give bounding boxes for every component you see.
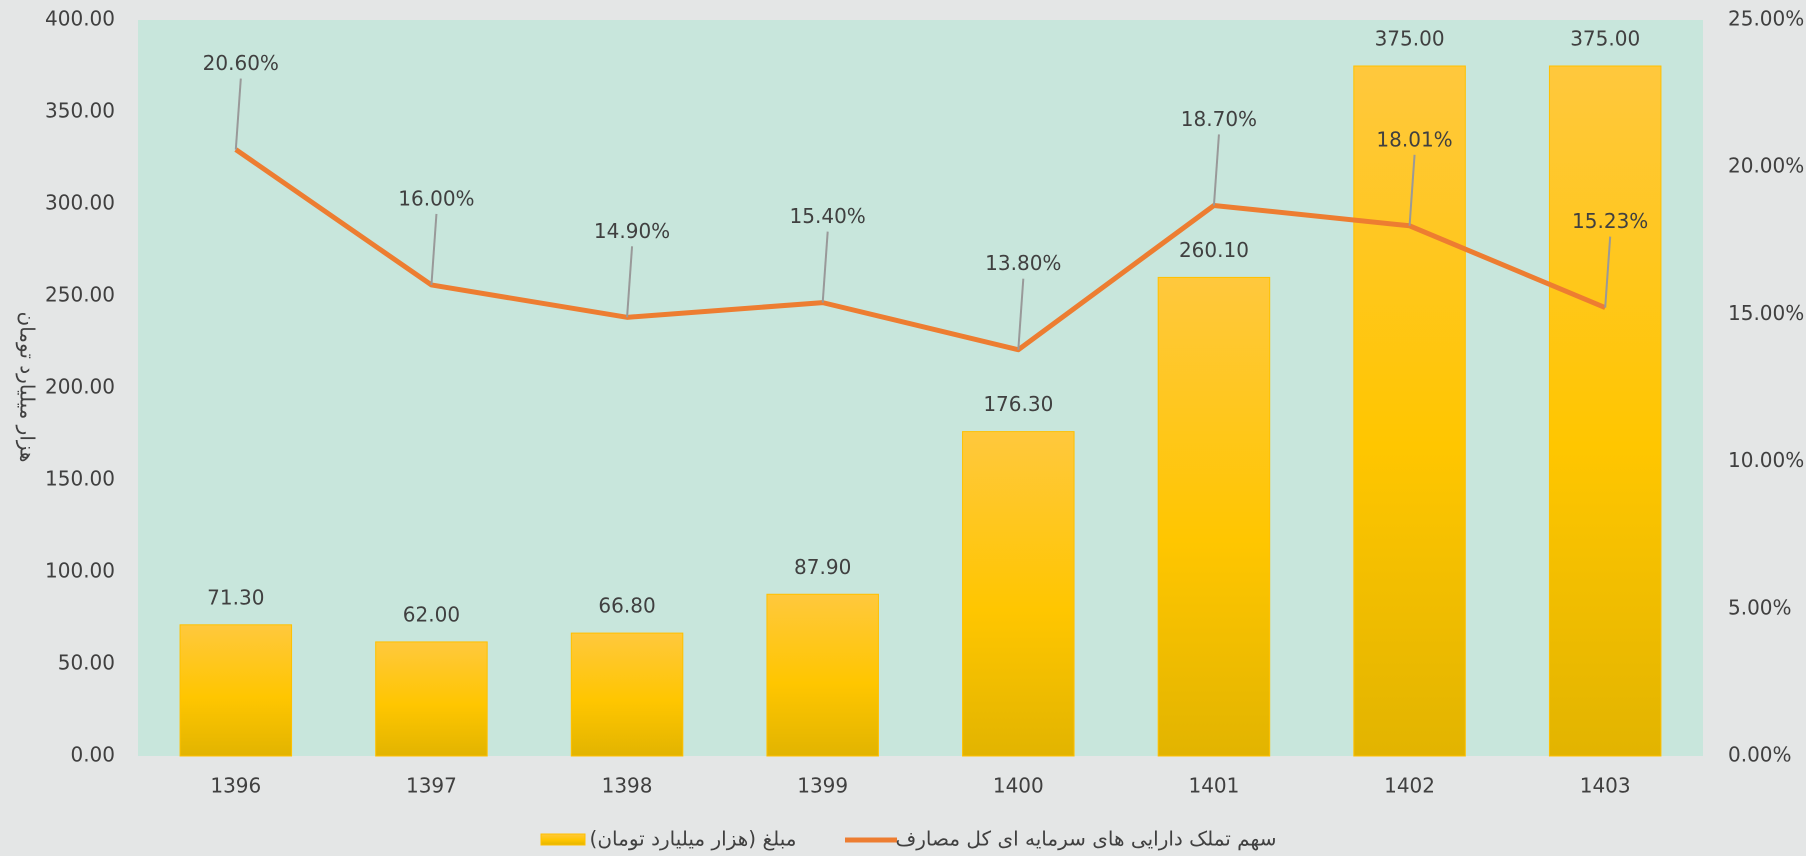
leader-line <box>430 213 438 286</box>
leader-line <box>234 78 242 150</box>
data-label: 260.10 <box>1179 238 1249 262</box>
data-label: 66.80 <box>598 594 655 618</box>
y-tick-label: 0.00 <box>70 743 115 767</box>
bar <box>179 624 293 757</box>
legend-swatch <box>540 833 586 846</box>
y2-tick-label: 15.00% <box>1728 301 1804 325</box>
y-axis-label: هزار میلیارد تومان <box>16 312 40 463</box>
bar <box>1353 65 1466 757</box>
x-tick-label: 1400 <box>993 774 1044 798</box>
leader-line <box>1212 134 1220 206</box>
data-label: 15.40% <box>790 204 866 228</box>
y-tick-label: 200.00 <box>45 375 115 399</box>
legend-label: مبلغ (هزار میلیارد تومان) <box>590 827 797 851</box>
data-label: 13.80% <box>985 251 1061 275</box>
data-label: 375.00 <box>1570 27 1640 51</box>
legend-label: سهم تملک دارایی های سرمایه ای کل مصارف <box>896 827 1277 851</box>
y-tick-label: 250.00 <box>45 283 115 307</box>
y2-tick-label: 5.00% <box>1728 595 1792 619</box>
data-label: 20.60% <box>203 51 279 75</box>
x-tick-label: 1402 <box>1384 774 1435 798</box>
data-label: 375.00 <box>1375 27 1445 51</box>
bar <box>766 593 879 757</box>
data-label: 14.90% <box>594 219 670 243</box>
leader-line <box>1604 236 1612 308</box>
data-label: 71.30 <box>207 585 264 609</box>
x-tick-label: 1397 <box>406 774 457 798</box>
x-tick-label: 1398 <box>602 774 653 798</box>
y-tick-label: 100.00 <box>45 559 115 583</box>
leader-line <box>821 231 829 303</box>
bar <box>1157 276 1271 757</box>
plot-area <box>138 20 1703 756</box>
bar <box>375 641 488 757</box>
leader-line <box>1408 154 1416 226</box>
data-label: 15.23% <box>1572 209 1648 233</box>
y-tick-label: 300.00 <box>45 191 115 215</box>
y-tick-label: 400.00 <box>45 7 115 31</box>
x-tick-label: 1403 <box>1580 774 1631 798</box>
line <box>234 147 1607 353</box>
data-label: 18.70% <box>1181 107 1257 131</box>
data-label: 62.00 <box>403 602 460 626</box>
y2-tick-label: 0.00% <box>1728 743 1792 767</box>
y-tick-label: 150.00 <box>45 467 115 491</box>
x-tick-label: 1396 <box>210 774 261 798</box>
data-label: 87.90 <box>794 555 851 579</box>
y-tick-label: 350.00 <box>45 99 115 123</box>
y2-tick-label: 20.00% <box>1728 154 1804 178</box>
leader-line <box>1017 278 1025 350</box>
y-tick-label: 50.00 <box>58 651 115 675</box>
x-tick-label: 1401 <box>1188 774 1239 798</box>
bar <box>570 632 684 757</box>
y2-tick-label: 25.00% <box>1728 7 1804 31</box>
x-tick-label: 1399 <box>797 774 848 798</box>
bar <box>1548 65 1662 757</box>
data-label: 176.30 <box>983 392 1053 416</box>
data-label: 16.00% <box>398 186 474 210</box>
data-label: 18.01% <box>1376 127 1452 151</box>
leader-line <box>626 246 634 318</box>
y2-tick-label: 10.00% <box>1728 448 1804 472</box>
bar <box>962 431 1075 757</box>
